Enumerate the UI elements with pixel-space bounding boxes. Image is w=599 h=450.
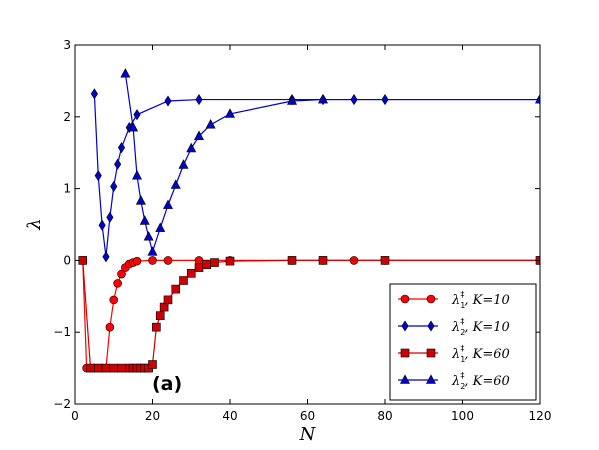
legend-marker: [400, 374, 410, 384]
data-point: [106, 211, 114, 223]
data-point: [163, 256, 173, 265]
series-4: [120, 68, 540, 256]
legend-entry: λ1‡, K=10: [398, 290, 510, 310]
data-point: [93, 363, 103, 373]
data-point: [139, 215, 150, 225]
series-2: [90, 88, 540, 263]
x-tick-label: 40: [222, 409, 237, 423]
data-point: [114, 158, 122, 170]
legend-marker: [401, 320, 409, 332]
data-point: [133, 109, 141, 121]
data-point: [225, 256, 235, 266]
data-point: [105, 322, 115, 332]
legend-marker: [400, 348, 410, 358]
data-point: [159, 302, 169, 312]
data-point: [186, 269, 196, 278]
legend-label: λ2‡, K=60: [451, 371, 510, 391]
series-line: [93, 93, 540, 257]
data-point: [287, 256, 297, 265]
data-point: [171, 284, 181, 294]
y-tick-label: 2: [63, 110, 71, 124]
data-point: [195, 94, 203, 106]
data-point: [287, 95, 297, 105]
data-point: [94, 170, 102, 182]
legend-marker: [426, 294, 436, 304]
legend-box: [389, 283, 537, 401]
data-point: [132, 170, 142, 180]
data-point: [194, 130, 204, 140]
legend-entry: λ1‡, K=60: [398, 344, 510, 364]
data-point: [205, 119, 216, 129]
series-layer: [78, 68, 540, 373]
data-point: [132, 256, 142, 266]
legend-label: λ2‡, K=10: [451, 317, 510, 337]
data-point: [109, 363, 119, 373]
data-point: [155, 311, 165, 320]
y-tick-label: 0: [63, 253, 71, 267]
data-point: [148, 360, 157, 369]
data-point: [202, 260, 212, 270]
data-point: [179, 276, 188, 285]
x-tick-label: 80: [377, 409, 392, 423]
data-point: [163, 199, 173, 209]
data-point: [101, 363, 111, 373]
y-tick-label: 3: [63, 38, 71, 52]
data-point: [98, 219, 106, 231]
data-point: [128, 121, 139, 132]
data-point: [318, 93, 328, 104]
y-tick-label: 1: [63, 182, 71, 196]
y-tick-label: −1: [53, 325, 71, 339]
data-point: [152, 322, 161, 332]
x-tick-label: 20: [145, 409, 160, 423]
data-point: [170, 179, 181, 189]
x-tick-label: 0: [71, 409, 79, 423]
data-point: [86, 363, 95, 373]
x-tick-label: 60: [300, 409, 315, 423]
panel-annotation: (a): [152, 373, 182, 395]
data-point: [178, 159, 189, 169]
data-point: [164, 95, 172, 107]
legend-marker: [427, 320, 435, 332]
data-point: [210, 258, 219, 267]
data-point: [155, 222, 166, 232]
y-axis-label: λ: [24, 218, 45, 230]
x-tick-label: 100: [451, 409, 474, 423]
data-point: [117, 269, 126, 279]
data-point: [186, 142, 197, 153]
data-point: [225, 108, 235, 118]
data-point: [147, 246, 158, 256]
data-point: [102, 251, 110, 263]
data-point: [148, 256, 157, 265]
legend-marker: [426, 374, 436, 384]
legend-entries: λ1‡, K=10 λ2‡, K=10 λ1‡, K=60 λ2‡, K=60: [398, 290, 510, 391]
data-point: [135, 195, 146, 205]
data-point: [90, 88, 98, 100]
data-point: [120, 68, 131, 78]
legend-marker: [400, 294, 410, 304]
data-point: [109, 295, 119, 305]
legend-entry: λ2‡, K=60: [398, 371, 510, 391]
data-point: [318, 256, 328, 265]
x-tick-label: 120: [529, 409, 552, 423]
data-point: [535, 93, 540, 104]
data-point: [194, 256, 204, 265]
data-point: [163, 295, 173, 305]
series-3: [78, 256, 540, 373]
data-point: [110, 180, 118, 193]
legend-label: λ1‡, K=10: [451, 290, 510, 310]
legend-label: λ1‡, K=60: [451, 344, 510, 364]
data-point: [113, 279, 122, 288]
legend-entry: λ2‡, K=10: [398, 317, 510, 337]
axis-ticks: 0 20 40 60 80 100 120 −2 −1 0 1 2 3: [53, 38, 551, 423]
data-point: [380, 256, 390, 265]
data-point: [117, 142, 126, 154]
data-point: [194, 263, 204, 272]
x-axis-label: N: [299, 424, 317, 445]
data-point: [117, 363, 126, 373]
legend: λ1‡, K=10 λ2‡, K=10 λ1‡, K=60 λ2‡, K=60: [389, 283, 537, 401]
data-point: [143, 231, 154, 241]
legend-marker: [426, 348, 436, 358]
y-tick-label: −2: [53, 397, 71, 411]
